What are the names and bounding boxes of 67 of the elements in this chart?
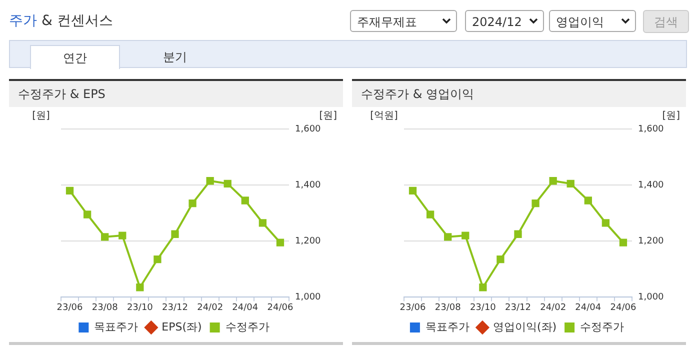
y2-axis-title: [원] (319, 110, 338, 122)
point (241, 196, 249, 204)
legend-label: 목표주가 (94, 320, 138, 334)
point (532, 199, 540, 208)
point (66, 186, 74, 194)
y2-tick-label: 1,000 (295, 292, 322, 303)
legend-label: EPS(좌) (162, 320, 202, 334)
text: 분기 (162, 49, 188, 66)
point (619, 238, 628, 246)
x-tick-label: 24/04 (575, 302, 602, 313)
text: 2024/12 (472, 15, 522, 29)
chart-title: 수정주가 & EPS (9, 81, 343, 107)
y2-axis-title: [원] (662, 110, 680, 122)
y2-tick-label: 1,200 (295, 236, 322, 246)
point (276, 238, 284, 246)
x-tick-label: 24/02 (540, 302, 566, 313)
x-tick-label: 24/06 (267, 302, 294, 313)
y2-tick-label: 1,600 (638, 124, 664, 134)
y2-tick-label: 1,000 (638, 292, 664, 303)
point (566, 180, 574, 188)
legend-label: 영업이익(좌) (492, 320, 557, 334)
text: 검색 (643, 10, 689, 33)
point (258, 219, 267, 227)
x-tick-label: 23/08 (92, 302, 118, 313)
text: 연간 (30, 45, 120, 69)
point (602, 219, 610, 227)
point (514, 230, 522, 238)
y-axis-title: [원] (32, 110, 50, 122)
point (154, 256, 162, 264)
point (101, 233, 109, 241)
x-tick-label: 23/10 (470, 302, 496, 313)
point (171, 230, 179, 238)
text: 주재무제표 (357, 15, 417, 29)
y2-tick-label: 1,200 (638, 236, 664, 246)
legend-label: 수정주가 (225, 320, 270, 334)
point (426, 210, 434, 218)
x-tick-label: 23/12 (162, 302, 188, 313)
point (188, 199, 196, 208)
x-tick-label: 23/08 (434, 302, 462, 313)
point (206, 177, 214, 185)
legend-label: 목표주가 (425, 320, 470, 334)
y2-tick-label: 1,600 (295, 124, 322, 134)
legend-label: 수정주가 (580, 320, 624, 334)
point (136, 284, 144, 292)
point (118, 232, 126, 240)
point (224, 180, 232, 188)
point (462, 232, 470, 240)
x-tick-label: 24/04 (232, 302, 258, 313)
x-tick-label: 23/10 (126, 302, 154, 313)
chart-title: 수정주가 & 영업이익 (352, 81, 686, 107)
point (549, 177, 557, 185)
point (83, 210, 92, 218)
point (408, 186, 417, 194)
x-tick-label: 23/06 (400, 302, 426, 313)
point (496, 256, 504, 264)
text: 주가 & 컨센서스 (9, 12, 113, 30)
point (444, 233, 452, 241)
y-axis-title: [억원] (370, 110, 398, 122)
y2-tick-label: 1,400 (638, 180, 664, 190)
x-tick-label: 23/12 (505, 302, 531, 313)
x-tick-label: 24/02 (197, 302, 224, 313)
point (584, 196, 592, 204)
text: 영업이익 (556, 15, 604, 29)
y2-tick-label: 1,400 (295, 180, 322, 190)
point (479, 284, 487, 292)
x-tick-label: 23/06 (56, 302, 84, 313)
x-tick-label: 24/06 (610, 302, 636, 313)
